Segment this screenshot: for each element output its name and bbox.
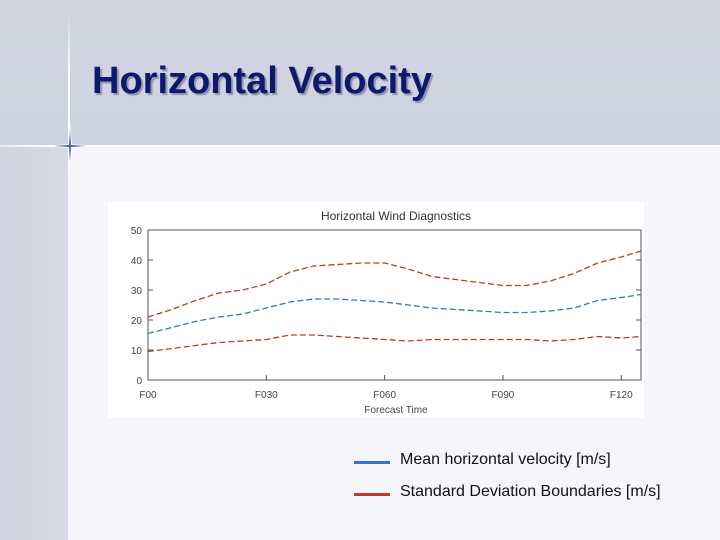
sparkle-icon	[46, 122, 94, 170]
series-line-1	[147, 250, 642, 318]
chart-title: Horizontal Wind Diagnostics	[321, 209, 471, 223]
series-layer	[147, 250, 642, 353]
y-tick-label: 0	[136, 376, 142, 387]
decorative-horizontal-line	[0, 145, 720, 147]
slide-title: Horizontal Velocity	[92, 60, 432, 102]
x-tick-label: F060	[373, 390, 396, 401]
header-band	[0, 0, 720, 145]
x-tick-label: F00	[139, 390, 157, 401]
legend: Mean horizontal velocity [m/s] Standard …	[354, 448, 714, 512]
x-tick-label: F090	[492, 390, 515, 401]
decorative-vertical-line	[68, 12, 70, 192]
plot-frame	[147, 229, 642, 381]
series-line-0	[147, 293, 642, 335]
chart-panel: Horizontal Wind Diagnostics 0 10 20 30 40 50 …	[108, 202, 644, 418]
legend-item-stddev: Standard Deviation Boundaries [m/s]	[354, 480, 714, 512]
y-tick-label: 10	[131, 346, 143, 357]
legend-label-mean: Mean horizontal velocity [m/s]	[400, 451, 611, 468]
y-tick-label: 40	[131, 256, 143, 267]
left-band	[0, 145, 68, 540]
legend-swatch-blue	[354, 461, 390, 464]
y-tick-label: 50	[131, 226, 143, 237]
series-line-2	[147, 334, 642, 353]
y-axis: 0 10 20 30 40 50	[131, 226, 641, 387]
legend-item-mean: Mean horizontal velocity [m/s]	[354, 448, 714, 480]
x-tick-label: F030	[255, 390, 278, 401]
line-chart: Horizontal Wind Diagnostics 01020304050 …	[131, 209, 642, 416]
y-tick-label: 20	[131, 316, 143, 327]
x-axis-label: Forecast Time	[364, 405, 428, 416]
x-axis: F00 F030 F060 F090 F120	[139, 375, 633, 401]
y-tick-label: 30	[131, 286, 143, 297]
x-tick-label: F120	[610, 390, 633, 401]
legend-label-stddev: Standard Deviation Boundaries [m/s]	[400, 483, 661, 500]
legend-swatch-red	[354, 493, 390, 496]
